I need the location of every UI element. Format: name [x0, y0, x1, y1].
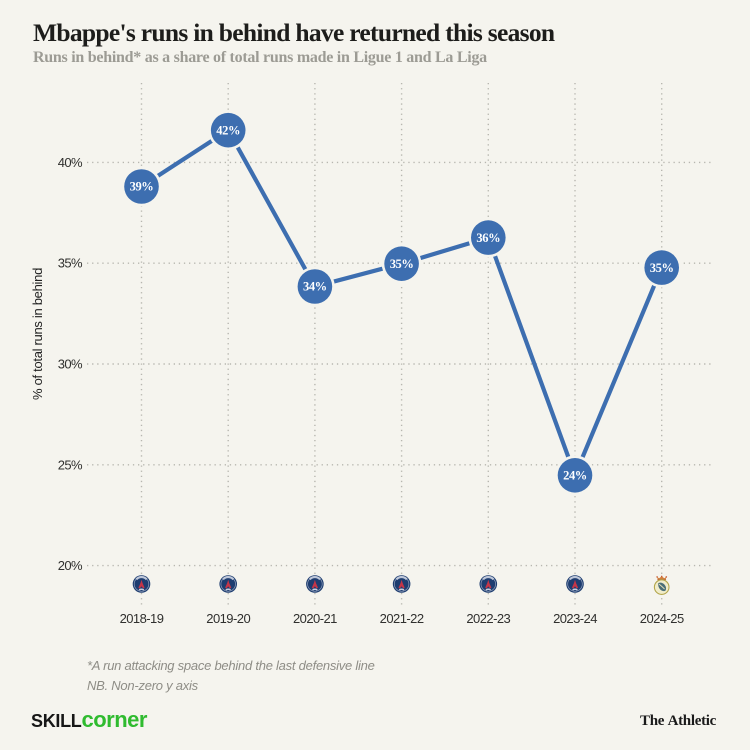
svg-text:34%: 34% — [303, 280, 327, 294]
svg-text:20%: 20% — [58, 558, 83, 573]
svg-text:36%: 36% — [476, 231, 500, 245]
svg-text:2019-20: 2019-20 — [206, 611, 250, 626]
svg-text:2022-23: 2022-23 — [466, 611, 510, 626]
svg-text:35%: 35% — [650, 261, 674, 275]
svg-text:35%: 35% — [390, 257, 414, 271]
svg-text:39%: 39% — [130, 180, 154, 194]
svg-text:2018-19: 2018-19 — [120, 611, 164, 626]
svg-text:2023-24: 2023-24 — [553, 611, 597, 626]
svg-text:35%: 35% — [58, 256, 83, 271]
svg-text:40%: 40% — [58, 155, 83, 170]
svg-text:42%: 42% — [216, 123, 240, 137]
svg-text:% of total runs in behind: % of total runs in behind — [30, 268, 45, 400]
svg-text:2020-21: 2020-21 — [293, 611, 337, 626]
svg-text:30%: 30% — [58, 357, 83, 372]
svg-text:24%: 24% — [563, 469, 587, 483]
svg-text:25%: 25% — [58, 457, 83, 472]
svg-text:2021-22: 2021-22 — [380, 611, 424, 626]
svg-text:2024-25: 2024-25 — [640, 611, 684, 626]
